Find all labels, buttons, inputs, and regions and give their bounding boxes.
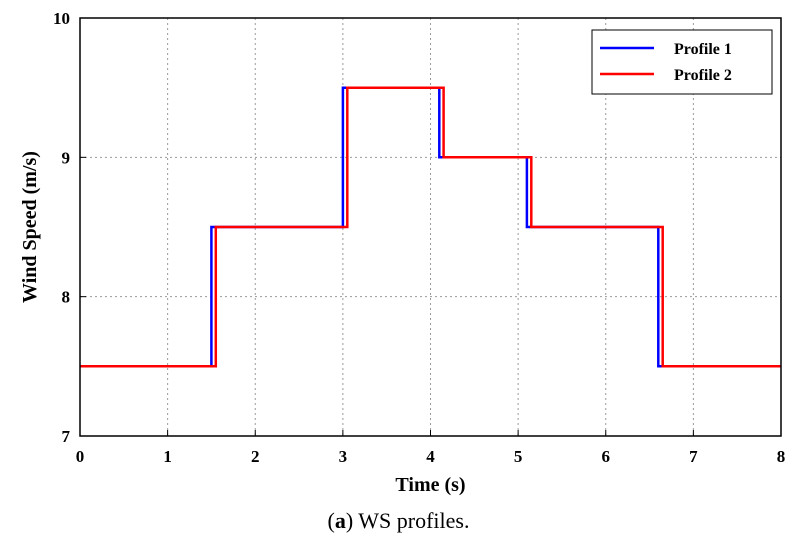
x-tick-label: 4 [426, 447, 435, 466]
x-tick-label: 6 [602, 447, 611, 466]
x-tick-label: 8 [777, 447, 786, 466]
x-tick-label: 2 [251, 447, 260, 466]
x-axis-label: Time (s) [395, 474, 465, 496]
series-line-profile-2 [80, 86, 781, 368]
x-tick-label: 3 [339, 447, 348, 466]
caption-text: ) WS profiles. [345, 508, 470, 533]
tick-labels: 0 1 2 3 4 5 6 7 8 7 8 9 10 [53, 9, 785, 466]
legend: Profile 1 Profile 2 [591, 29, 773, 95]
x-tick-label: 7 [689, 447, 698, 466]
y-tick-label: 10 [53, 9, 70, 28]
wind-speed-chart: 0 1 2 3 4 5 6 7 8 7 8 9 10 Time (s) Wind Speed (m/s)… [19, 9, 785, 496]
ticks [79, 17, 782, 437]
x-tick-label: 5 [514, 447, 523, 466]
y-tick-label: 9 [62, 148, 71, 167]
x-tick-label: 0 [76, 447, 85, 466]
x-tick-label: 1 [163, 447, 172, 466]
legend-label-profile-2: Profile 2 [674, 67, 732, 84]
caption-label: a [334, 508, 346, 533]
legend-box [591, 29, 773, 95]
figure-caption: (a) WS profiles. [327, 508, 470, 533]
legend-label-profile-1: Profile 1 [674, 41, 732, 58]
y-axis-label: Wind Speed (m/s) [19, 151, 41, 303]
y-tick-label: 7 [62, 427, 71, 446]
series-group [80, 86, 781, 368]
grid [80, 18, 781, 436]
series-line-profile-1 [80, 86, 781, 368]
y-tick-label: 8 [62, 288, 71, 307]
